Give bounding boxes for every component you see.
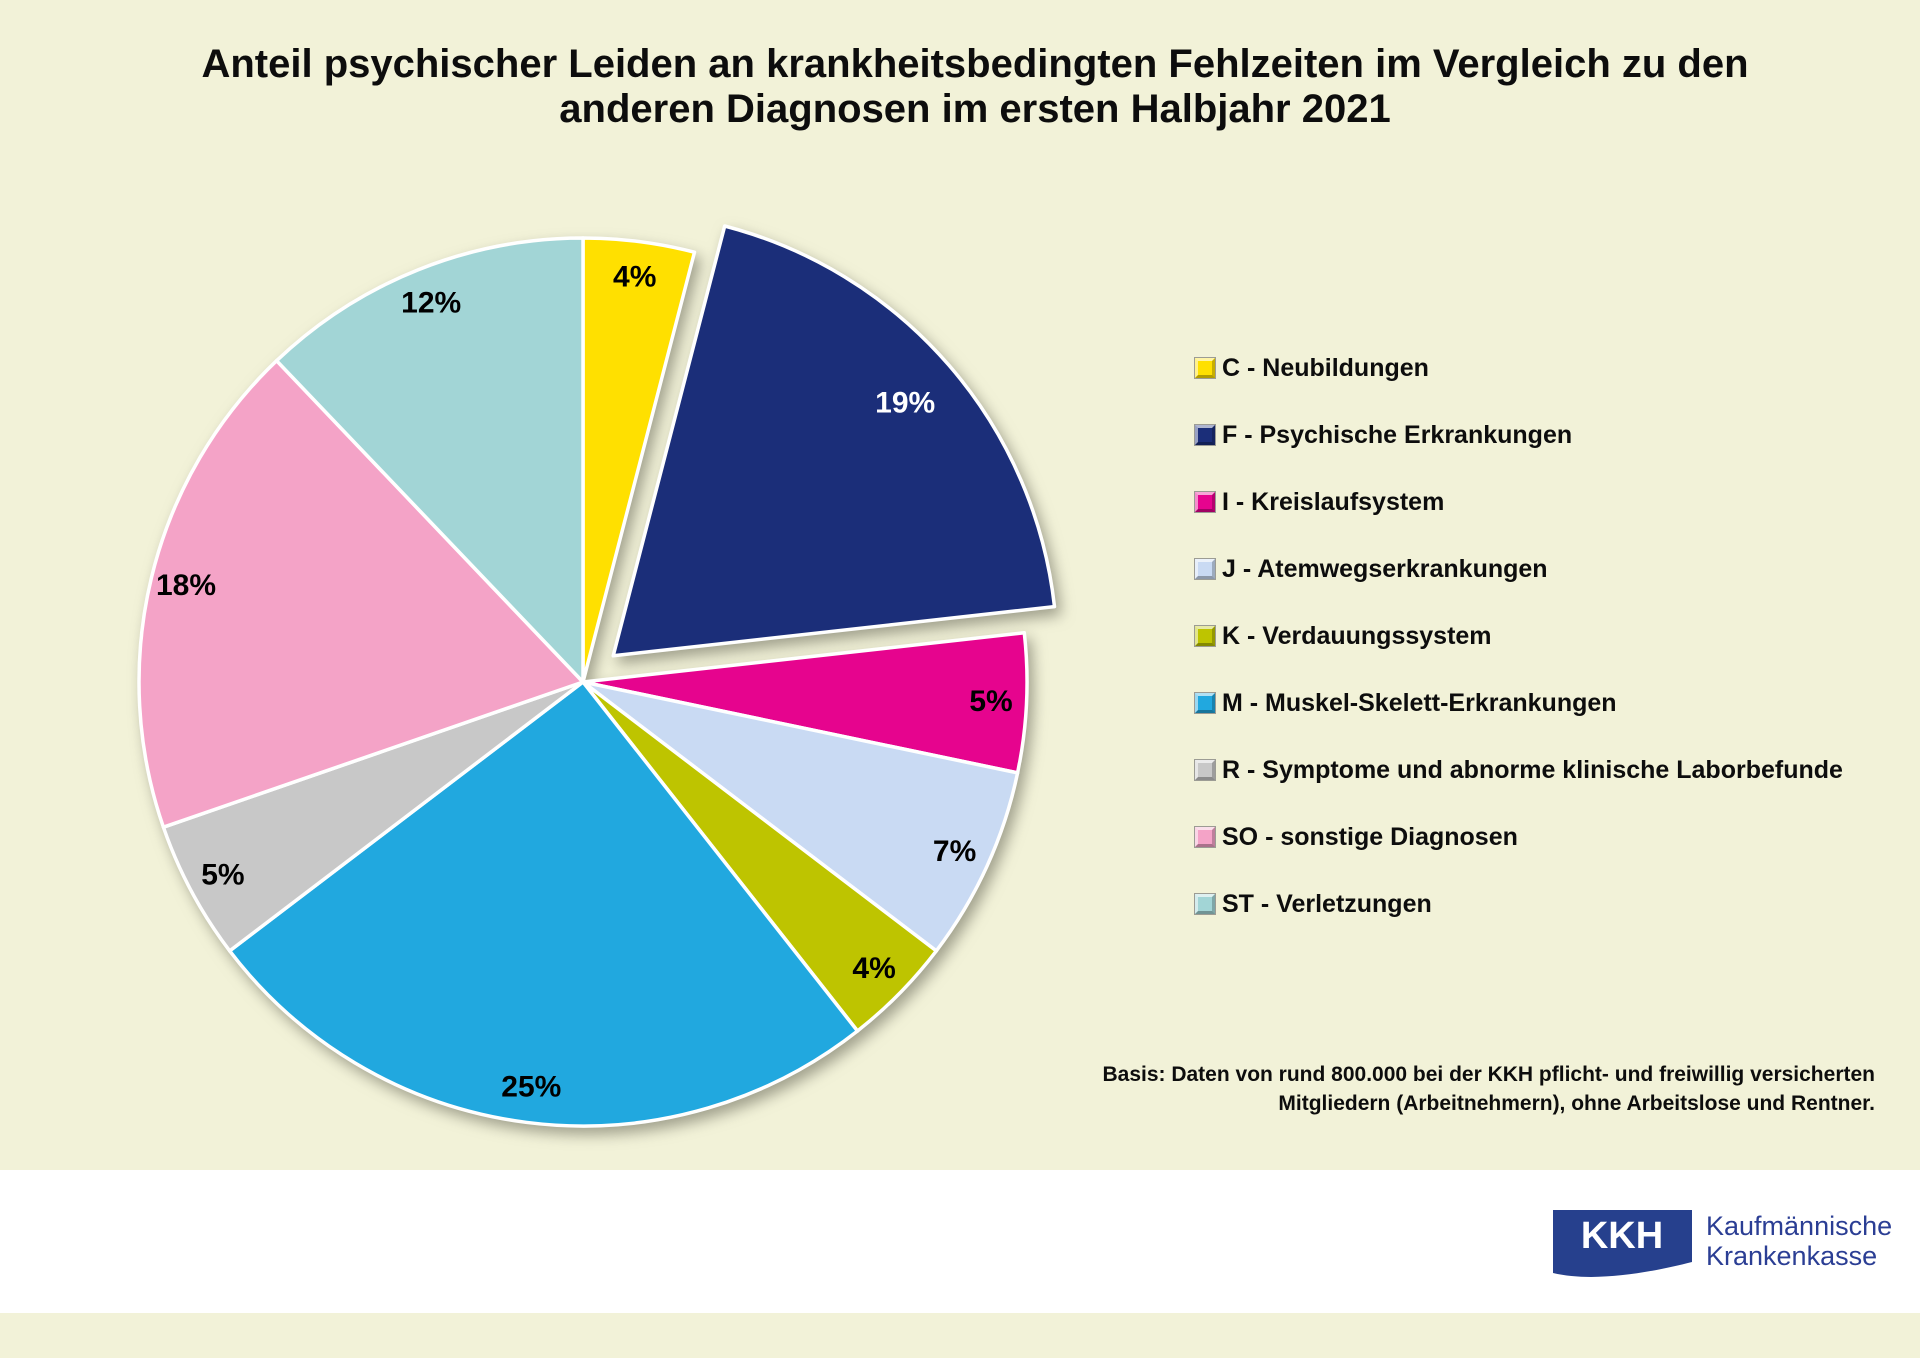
legend-label-ST: ST - Verletzungen <box>1222 889 1432 918</box>
legend-label-R: R - Symptome und abnorme klinische Labor… <box>1222 755 1843 784</box>
kkh-company-name-line1: Kaufmännische <box>1706 1211 1893 1241</box>
pie-slice-label-K: 4% <box>852 952 895 985</box>
footer-band: KKH Kaufmännische Krankenkasse <box>0 1170 1920 1313</box>
legend-label-I: I - Kreislaufsystem <box>1222 487 1445 516</box>
legend-marker-K <box>1195 626 1215 646</box>
pie-slice-label-C: 4% <box>613 260 656 293</box>
kkh-logo: KKH <box>1553 1210 1692 1277</box>
bottom-strip <box>0 1313 1920 1358</box>
legend-item-J: J - Atemwegserkrankungen <box>1195 554 1843 583</box>
pie-slice-label-F: 19% <box>875 386 935 419</box>
legend: C - Neubildungen F - Psychische Erkrankun… <box>1195 353 1843 959</box>
pie-slice-R <box>161 680 585 953</box>
pie-slice-label-I: 5% <box>969 685 1012 718</box>
legend-item-K: K - Verdauungssystem <box>1195 621 1843 650</box>
legend-item-C: C - Neubildungen <box>1195 353 1843 382</box>
pie-slice-labels: 4% 19% 5% 7% 4% 25% 5% 18% 12% <box>156 260 1013 1103</box>
chart-area: Anteil psychischer Leiden an krankheitsb… <box>0 0 1920 1170</box>
kkh-company-name-line2: Krankenkasse <box>1706 1241 1878 1271</box>
legend-item-F: F - Psychische Erkrankungen <box>1195 420 1843 449</box>
pie-slice-label-M: 25% <box>501 1071 561 1104</box>
pie-slices <box>137 224 1057 1128</box>
legend-marker-J <box>1195 559 1215 579</box>
kkh-logo-text: KKH <box>1581 1215 1663 1257</box>
legend-item-R: R - Symptome und abnorme klinische Labor… <box>1195 755 1843 784</box>
chart-title: Anteil psychischer Leiden an krankheitsb… <box>30 42 1920 132</box>
legend-label-M: M - Muskel-Skelett-Erkrankungen <box>1222 688 1617 717</box>
pie-slice-label-R: 5% <box>201 858 244 891</box>
footnote-line2: Mitgliedern (Arbeitnehmern), ohne Arbeit… <box>1278 1092 1875 1115</box>
pie-slice-label-J: 7% <box>933 835 976 868</box>
kkh-company-name: Kaufmännische Krankenkasse <box>1706 1211 1892 1271</box>
legend-marker-ST <box>1195 894 1215 914</box>
legend-item-SO: SO - sonstige Diagnosen <box>1195 822 1843 851</box>
legend-label-C: C - Neubildungen <box>1222 353 1429 382</box>
kkh-logo-flag-shape <box>1553 1210 1692 1277</box>
pie-slice-F <box>611 224 1057 658</box>
pie-slice-J <box>581 680 1020 953</box>
chart-title-line2: anderen Diagnosen im ersten Halbjahr 202… <box>559 87 1391 131</box>
legend-marker-R <box>1195 760 1215 780</box>
footnote-line1: Basis: Daten von rund 800.000 bei der KK… <box>1102 1063 1875 1086</box>
legend-marker-M <box>1195 693 1215 713</box>
legend-item-I: I - Kreislaufsystem <box>1195 487 1843 516</box>
legend-marker-F <box>1195 425 1215 445</box>
pie-slice-I <box>581 631 1029 775</box>
pie-slice-ST <box>274 236 585 684</box>
legend-item-M: M - Muskel-Skelett-Erkrankungen <box>1195 688 1843 717</box>
footnote: Basis: Daten von rund 800.000 bei der KK… <box>1102 1060 1875 1118</box>
legend-item-ST: ST - Verletzungen <box>1195 889 1843 918</box>
pie-slice-SO <box>137 358 585 829</box>
pie-slice-label-ST: 12% <box>401 286 461 319</box>
chart-title-line1: Anteil psychischer Leiden an krankheitsb… <box>201 42 1749 86</box>
pie-slice-label-SO: 18% <box>156 569 216 602</box>
pie-slice-M <box>227 680 860 1128</box>
legend-label-SO: SO - sonstige Diagnosen <box>1222 822 1518 851</box>
legend-label-J: J - Atemwegserkrankungen <box>1222 554 1548 583</box>
legend-marker-I <box>1195 492 1215 512</box>
legend-label-F: F - Psychische Erkrankungen <box>1222 420 1573 449</box>
legend-marker-C <box>1195 358 1215 378</box>
legend-label-K: K - Verdauungssystem <box>1222 621 1492 650</box>
legend-marker-SO <box>1195 827 1215 847</box>
